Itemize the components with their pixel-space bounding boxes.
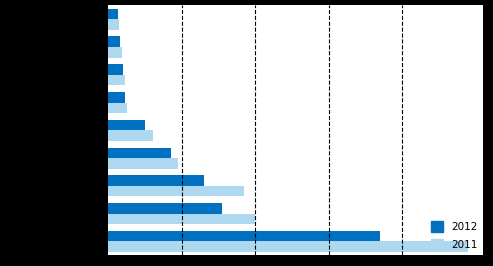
Bar — [108, 130, 152, 141]
Bar — [108, 203, 222, 214]
Bar — [108, 158, 178, 169]
Bar — [108, 47, 122, 57]
Bar — [108, 231, 380, 242]
Bar — [108, 19, 119, 30]
Bar — [108, 120, 145, 130]
Bar — [108, 214, 255, 224]
Bar — [108, 9, 118, 19]
Bar — [108, 103, 127, 113]
Bar — [108, 92, 125, 103]
Bar — [108, 75, 125, 85]
Legend: 2012, 2011: 2012, 2011 — [431, 221, 478, 250]
Bar — [108, 64, 123, 75]
Bar — [108, 36, 120, 47]
Bar — [108, 175, 204, 186]
Bar — [108, 242, 468, 252]
Bar — [108, 148, 171, 158]
Bar — [108, 186, 245, 197]
